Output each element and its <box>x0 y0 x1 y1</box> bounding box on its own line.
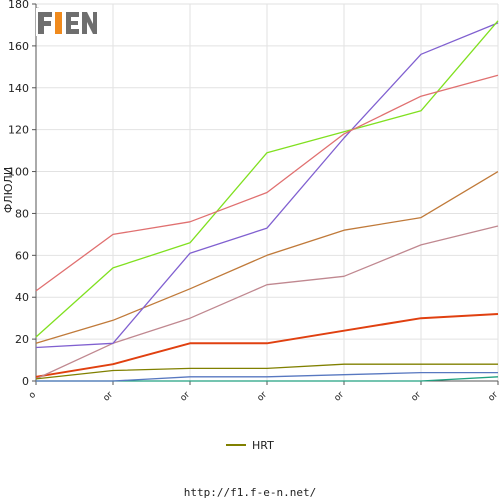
legend-label-hrt: HRT <box>252 439 274 452</box>
series-lines <box>35 20 499 382</box>
y-tick-label: 120 <box>8 124 29 137</box>
y-tick-label: 180 <box>8 0 29 11</box>
y-tick-label: 20 <box>15 333 29 346</box>
x-tick-label: or <box>256 390 270 404</box>
series-line <box>35 22 499 349</box>
logo-text: F1EN <box>36 7 39 9</box>
x-tick-label: or <box>487 390 500 404</box>
x-tick-labels: o or or or or or or <box>27 390 500 404</box>
x-tick-label: o <box>27 390 38 401</box>
y-tick-label: 140 <box>8 82 29 95</box>
x-tick-label: or <box>102 390 116 404</box>
series-line <box>35 20 499 338</box>
y-tick-label: 60 <box>15 249 29 262</box>
footer-url: http://f1.f-e-n.net/ <box>184 486 316 499</box>
y-tick-label: 0 <box>22 375 29 388</box>
y-tick-label: 80 <box>15 207 29 220</box>
y-tick-label: 160 <box>8 40 29 53</box>
series-line <box>36 371 498 382</box>
x-tick-label: or <box>333 390 347 404</box>
legend: HRT <box>226 439 274 452</box>
axes <box>32 3 499 385</box>
y-axis-label: ФЛЮЛИ <box>2 167 15 213</box>
f1en-logo: F1EN <box>36 7 98 36</box>
series-line <box>35 171 499 344</box>
y-tick-label: 40 <box>15 291 29 304</box>
y-tick-label: 100 <box>8 166 29 179</box>
series-line <box>35 313 499 378</box>
x-tick-label: or <box>179 390 193 404</box>
y-tick-labels: 0 20 40 60 80 100 120 140 160 180 <box>8 0 29 388</box>
x-tick-label: or <box>410 390 424 404</box>
series-line <box>35 363 498 380</box>
series-line <box>35 74 499 292</box>
